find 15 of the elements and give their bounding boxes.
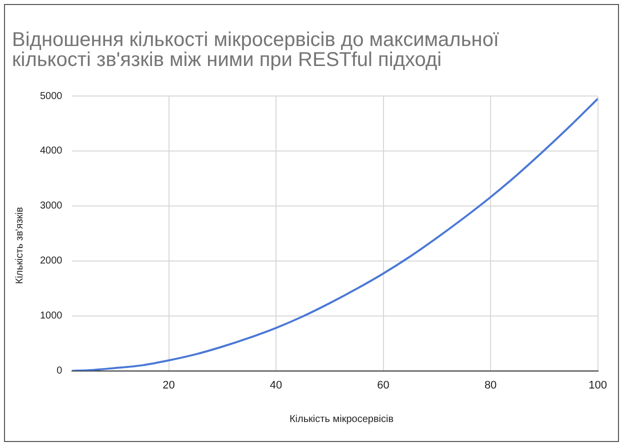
x-tick-label: 60 xyxy=(377,379,390,392)
y-tick-label: 4000 xyxy=(40,146,63,157)
x-tick-label: 20 xyxy=(162,379,175,392)
y-tick-label: 2000 xyxy=(40,256,63,267)
x-tick-label: 80 xyxy=(484,379,497,392)
chart-title: Відношення кількості мікросервісів до максимальної кількості зв'язків між ними при RESTful підході xyxy=(12,29,500,71)
y-tick-label: 1000 xyxy=(40,310,63,322)
x-axis-title: Кількість мікросервісів xyxy=(288,414,395,425)
x-tick-label: 40 xyxy=(270,379,282,392)
y-axis-title: Кількість зв'язків xyxy=(14,206,26,286)
y-tick-label: 5000 xyxy=(40,90,63,102)
line-series xyxy=(72,98,598,371)
y-tick-label: 3000 xyxy=(40,200,63,212)
y-tick-label: 0 xyxy=(56,366,63,377)
x-tick-label: 100 xyxy=(588,379,608,392)
